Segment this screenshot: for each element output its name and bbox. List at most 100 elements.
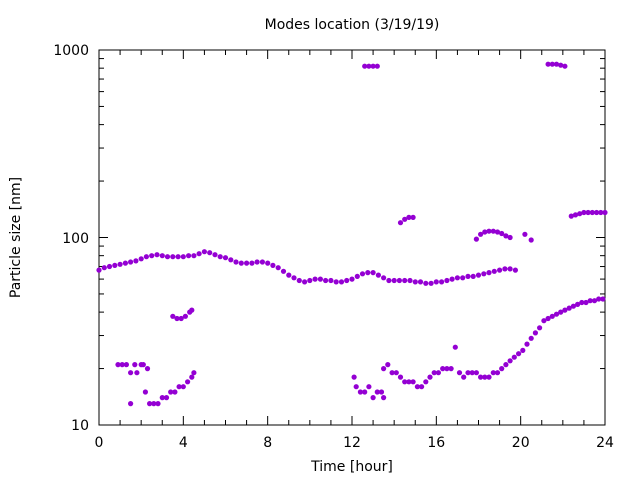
data-point: [581, 209, 587, 216]
x-axis-label: Time [hour]: [310, 459, 393, 475]
data-point: [570, 303, 577, 309]
data-point: [558, 62, 564, 68]
data-point: [180, 254, 186, 260]
data-point: [312, 276, 318, 282]
data-point: [465, 370, 471, 376]
data-point: [378, 389, 385, 395]
data-point: [201, 249, 207, 255]
data-point: [545, 315, 551, 322]
chart-title: Modes location (3/19/19): [265, 17, 440, 33]
data-point: [549, 313, 555, 319]
data-point: [478, 374, 484, 380]
data-point: [460, 275, 466, 281]
data-point: [249, 260, 255, 266]
data-points: [96, 61, 608, 407]
data-point: [147, 401, 153, 407]
data-point: [410, 214, 416, 220]
data-point: [594, 209, 600, 216]
data-point: [180, 384, 186, 390]
data-point: [196, 251, 202, 257]
data-point: [291, 275, 297, 281]
data-point: [482, 374, 488, 380]
data-point: [583, 299, 589, 306]
data-point: [524, 341, 530, 347]
data-point: [163, 395, 170, 401]
data-point: [558, 309, 564, 315]
data-point: [512, 267, 519, 273]
data-point: [568, 213, 574, 219]
data-point: [138, 256, 144, 262]
data-point: [393, 370, 399, 376]
data-point: [449, 276, 455, 282]
data-point: [143, 254, 149, 260]
data-point: [473, 236, 479, 242]
data-point: [494, 370, 501, 376]
data-point: [427, 374, 433, 380]
y-axis-label: Particle size [nm]: [8, 177, 24, 298]
data-point: [374, 63, 380, 69]
data-point: [456, 370, 463, 376]
data-point: [577, 211, 583, 217]
data-point: [122, 260, 128, 266]
data-point: [286, 272, 292, 278]
data-point: [478, 231, 484, 237]
data-point: [259, 259, 265, 265]
data-point: [598, 209, 604, 216]
data-point: [353, 384, 359, 390]
data-point: [499, 366, 505, 372]
data-point: [175, 254, 181, 260]
data-point: [520, 347, 526, 353]
data-point: [481, 271, 487, 277]
data-point: [375, 272, 381, 278]
data-point: [170, 313, 176, 319]
data-point: [452, 344, 458, 350]
data-point: [596, 296, 602, 302]
data-point: [572, 212, 579, 218]
x-tick-label-12: 12: [343, 435, 361, 451]
data-point: [528, 335, 534, 341]
data-point: [439, 279, 445, 285]
data-point: [541, 318, 547, 324]
data-point: [511, 354, 517, 360]
data-point: [423, 280, 429, 286]
data-point: [562, 63, 568, 69]
data-point: [473, 370, 479, 376]
data-point: [553, 311, 560, 317]
data-point: [549, 61, 555, 67]
data-point: [182, 313, 188, 319]
data-point: [370, 395, 376, 401]
data-point: [357, 389, 363, 395]
data-point: [545, 61, 551, 67]
data-point: [362, 389, 368, 395]
data-point: [522, 231, 528, 237]
data-point: [296, 277, 302, 284]
data-point: [119, 362, 125, 368]
data-point: [491, 268, 497, 274]
data-point: [486, 270, 492, 276]
axis-ticks: [98, 49, 606, 426]
data-point: [359, 271, 366, 277]
x-tick-label-16: 16: [427, 435, 445, 451]
data-point: [112, 262, 118, 268]
data-point: [444, 366, 450, 372]
data-point: [366, 63, 372, 69]
data-point: [406, 214, 412, 220]
data-point: [222, 255, 229, 261]
data-point: [365, 270, 371, 276]
data-point: [207, 250, 213, 256]
data-point: [344, 277, 350, 284]
data-point: [391, 277, 397, 284]
data-point: [490, 370, 496, 376]
data-point: [494, 229, 501, 235]
data-point: [553, 61, 560, 67]
data-point: [101, 265, 107, 271]
data-point: [381, 275, 387, 281]
data-point: [370, 270, 376, 276]
data-point: [128, 259, 134, 265]
data-point: [191, 370, 197, 376]
data-point: [149, 253, 155, 259]
data-point: [212, 252, 218, 258]
data-point: [503, 233, 509, 239]
data-point: [402, 277, 408, 284]
